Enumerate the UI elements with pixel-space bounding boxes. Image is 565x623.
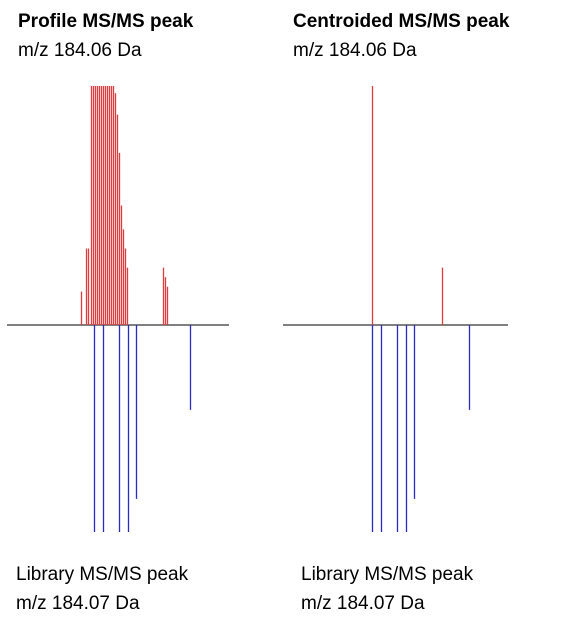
chart-subtitle: m/z 184.06 Da — [293, 40, 417, 61]
footer-line: m/z 184.07 Da — [16, 593, 140, 614]
footer-line: Library MS/MS peak — [301, 564, 474, 585]
footer-line: m/z 184.07 Da — [301, 593, 425, 614]
chart-subtitle: m/z 184.06 Da — [18, 40, 142, 61]
chart-title: Profile MS/MS peak — [18, 11, 194, 32]
chart-title: Centroided MS/MS peak — [293, 11, 510, 32]
footer-line: Library MS/MS peak — [16, 564, 189, 585]
